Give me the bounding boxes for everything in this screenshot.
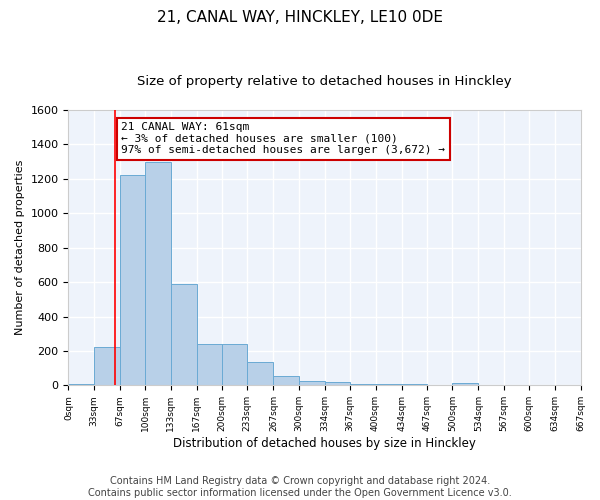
Bar (376, 384, 401, 386)
Bar (120, 176, 145, 386)
Bar (350, 384, 376, 386)
Bar (247, 362, 274, 386)
Title: Size of property relative to detached houses in Hinckley: Size of property relative to detached ho… (137, 75, 512, 88)
Bar (452, 383, 478, 386)
Bar (222, 344, 247, 386)
Bar (68, 384, 94, 386)
Bar (274, 376, 299, 386)
Bar (145, 162, 170, 386)
Bar (170, 284, 197, 386)
Bar (325, 382, 350, 386)
Bar (401, 384, 427, 386)
Y-axis label: Number of detached properties: Number of detached properties (15, 160, 25, 336)
Bar (299, 381, 325, 386)
Bar (197, 344, 222, 386)
Bar (94, 348, 120, 386)
Text: Contains HM Land Registry data © Crown copyright and database right 2024.
Contai: Contains HM Land Registry data © Crown c… (88, 476, 512, 498)
Text: 21, CANAL WAY, HINCKLEY, LE10 0DE: 21, CANAL WAY, HINCKLEY, LE10 0DE (157, 10, 443, 25)
X-axis label: Distribution of detached houses by size in Hinckley: Distribution of detached houses by size … (173, 437, 476, 450)
Text: 21 CANAL WAY: 61sqm
← 3% of detached houses are smaller (100)
97% of semi-detach: 21 CANAL WAY: 61sqm ← 3% of detached hou… (121, 122, 445, 155)
